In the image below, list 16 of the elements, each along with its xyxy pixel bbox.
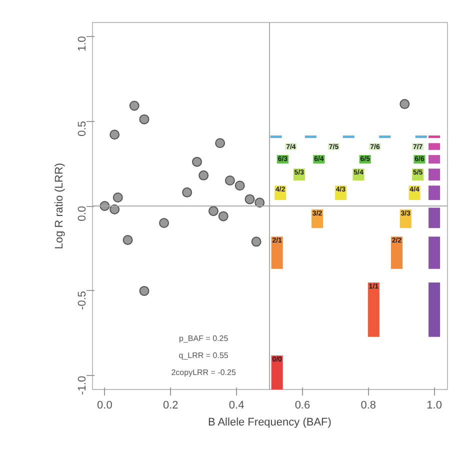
x-tick-label: 1.0 [426,400,442,412]
annotation: 2copyLRR = -0.25 [171,368,236,378]
x-tick-label: 0.0 [97,400,112,412]
annotation: p_BAF = 0.25 [179,334,229,344]
y-tick-label: 1.0 [76,36,88,52]
x-tick-label: 0.4 [228,400,244,412]
x-tick-label: 0.6 [294,400,310,412]
annotation: q_LRR = 0.55 [178,351,229,360]
y-tick-label: 0.5 [76,121,88,136]
y-tick-label: 0.0 [76,206,88,222]
x-axis-title: B Allele Frequency (BAF) [208,416,332,428]
x-tick-label: 0.8 [360,400,376,412]
x-tick-label: 0.2 [162,400,178,412]
y-tick-label: -1.0 [76,376,88,395]
y-axis-title: Log R ratio (LRR) [54,162,66,250]
y-tick-label: -0.5 [76,290,88,310]
